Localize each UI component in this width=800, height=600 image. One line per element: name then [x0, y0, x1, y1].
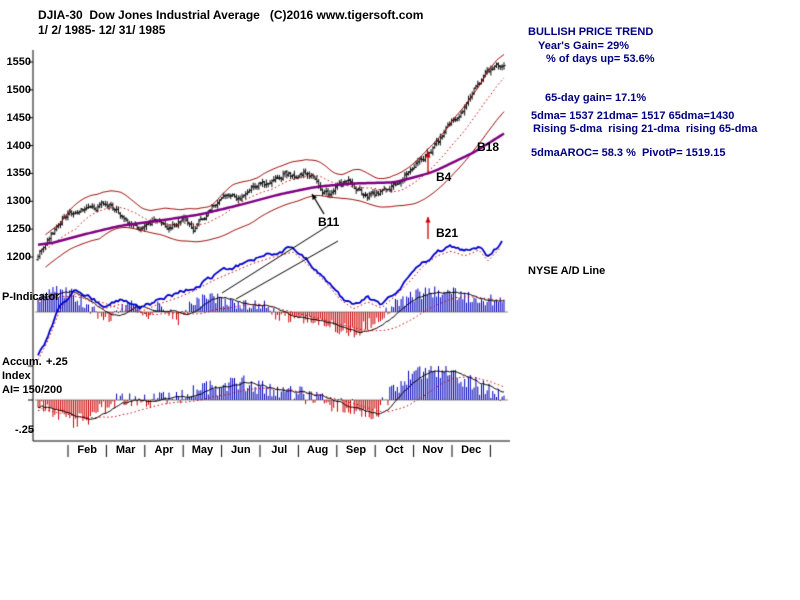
- y-axis-tick-label: 1550: [6, 56, 31, 68]
- y-axis-tick-label: 1350: [6, 167, 31, 180]
- aroc-pivot-stat: 5dmaAROC= 58.3 % PivotP= 1519.15: [531, 147, 726, 159]
- y-axis-tick-label: 1200: [6, 251, 31, 263]
- chart-date-range: 1/ 2/ 1985- 12/ 31/ 1985: [38, 23, 166, 37]
- buy-signal-annotation: B4: [436, 170, 452, 184]
- x-axis-month-label: Mar: [115, 444, 136, 456]
- days-up-stat: % of days up= 53.6%: [546, 53, 655, 65]
- y-axis-tick-label: 1300: [6, 195, 31, 208]
- y-axis-tick-label: 1250: [6, 223, 31, 236]
- ad-line-label: NYSE A/D Line: [528, 265, 606, 277]
- x-axis-month-label: May: [191, 444, 214, 456]
- x-axis-month-label: Jul: [271, 444, 288, 456]
- x-axis-month-label: Oct: [385, 444, 404, 456]
- gain-65day-stat: 65-day gain= 17.1%: [545, 92, 647, 104]
- chart-title: DJIA-30 Dow Jones Industrial Average (C)…: [38, 8, 424, 22]
- buy-signal-annotation: B18: [477, 140, 500, 154]
- accum-index-value: AI= 150/200: [2, 384, 63, 396]
- minus-025-level-label: -.25: [15, 424, 34, 436]
- plus-025-level-label: +.25: [46, 356, 68, 368]
- dma-rising-stat: Rising 5-dma rising 21-dma rising 65-dma: [533, 123, 758, 135]
- accum-label: Accum.: [2, 356, 42, 368]
- trend-status-label: BULLISH PRICE TREND: [528, 26, 654, 38]
- buy-signal-annotation: B21: [436, 226, 459, 240]
- y-axis-tick-label: 1450: [6, 111, 31, 124]
- index-label: Index: [2, 370, 31, 382]
- y-axis-tick-label: 1400: [6, 139, 31, 152]
- x-axis-month-label: Nov: [422, 444, 444, 456]
- x-axis-month-label: Dec: [461, 444, 482, 456]
- x-axis-month-label: Sep: [345, 444, 367, 456]
- p-indicator-label: P-Indicator: [2, 291, 60, 303]
- x-axis-month-label: Feb: [77, 444, 97, 456]
- years-gain-stat: Year's Gain= 29%: [538, 40, 629, 52]
- x-axis-month-label: Jun: [231, 444, 251, 456]
- buy-signal-annotation: B11: [318, 215, 340, 229]
- x-axis-month-label: Apr: [154, 444, 174, 456]
- dma-values-stat: 5dma= 1537 21dma= 1517 65dma=1430: [531, 110, 735, 122]
- x-axis-month-label: Aug: [306, 444, 329, 456]
- y-axis-tick-label: 1500: [6, 83, 31, 96]
